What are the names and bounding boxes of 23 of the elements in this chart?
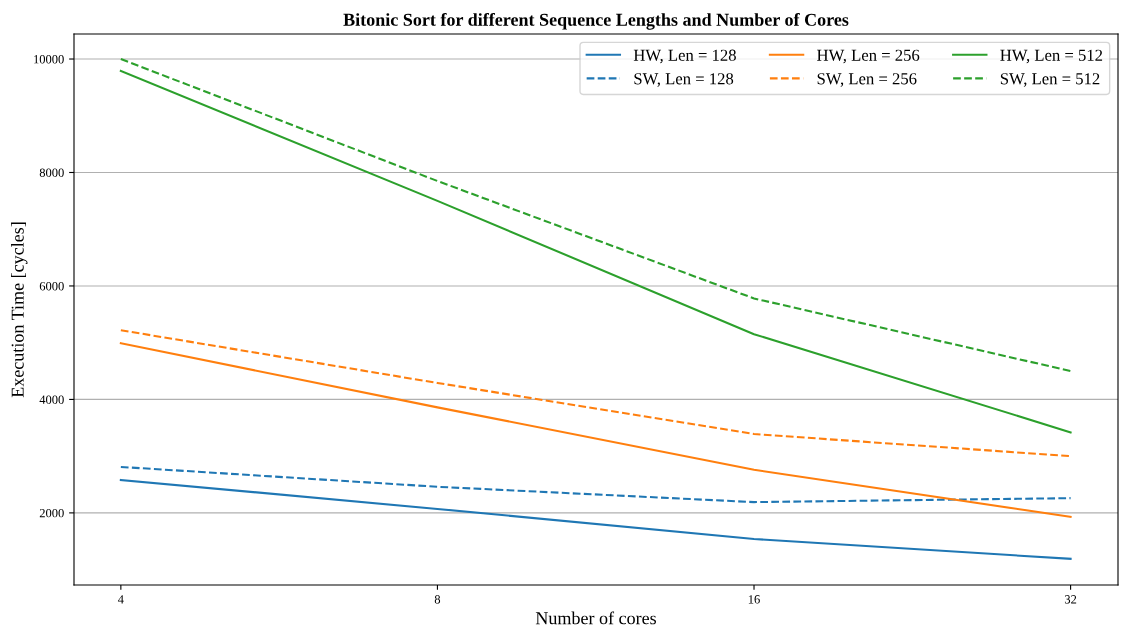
y-tick-label: 10000 [34, 55, 64, 64]
line-series [119, 69, 1072, 434]
y-tick-label: 6000 [39, 281, 64, 291]
x-axis-title: Number of cores [535, 611, 657, 625]
x-tick-label: 32 [1064, 595, 1077, 604]
line-series [119, 478, 1072, 560]
chart-title: Bitonic Sort for different Sequence Lengths and Number of Cores [343, 12, 849, 30]
x-tick-label: 4 [117, 595, 124, 604]
legend-label: HW, Len = 128 [633, 49, 736, 64]
line-series [119, 329, 1072, 458]
legend-label: HW, Len = 512 [1000, 49, 1103, 64]
x-tick-label: 16 [748, 595, 760, 604]
y-tick-label: 8000 [39, 168, 64, 177]
y-tick-label: 4000 [39, 395, 64, 404]
legend-label: SW, Len = 512 [1000, 73, 1100, 87]
x-tick-label: 8 [434, 595, 441, 604]
line-series [119, 465, 1072, 504]
line-series [119, 342, 1072, 518]
y-axis-title: Execution Time [cycles] [11, 222, 28, 398]
y-tick-label: 2000 [39, 508, 64, 518]
legend-label: SW, Len = 256 [817, 73, 917, 87]
legend-label: HW, Len = 256 [817, 49, 920, 64]
legend-label: SW, Len = 128 [634, 73, 734, 87]
